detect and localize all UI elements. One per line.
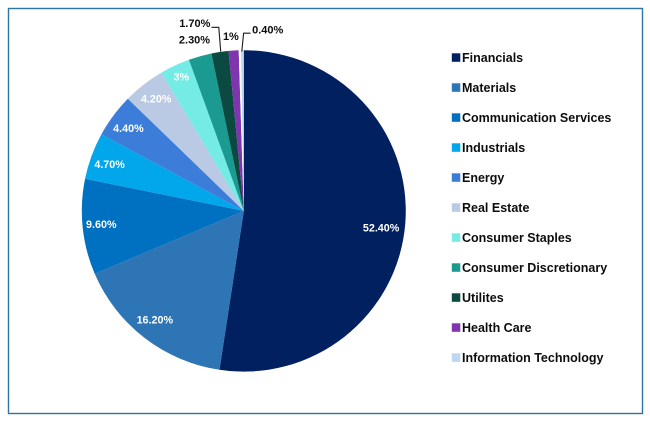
svg-text:0.40%: 0.40%	[252, 25, 283, 37]
svg-text:1%: 1%	[223, 31, 239, 43]
svg-text:Health Care: Health Care	[462, 321, 532, 335]
svg-text:16.20%: 16.20%	[137, 315, 174, 327]
svg-text:9.60%: 9.60%	[86, 219, 117, 231]
svg-text:Energy: Energy	[462, 171, 504, 185]
svg-text:Industrials: Industrials	[462, 141, 525, 155]
svg-text:Consumer Staples: Consumer Staples	[462, 231, 572, 245]
svg-text:4.70%: 4.70%	[94, 159, 125, 171]
svg-text:Real Estate: Real Estate	[462, 201, 529, 215]
svg-text:Utilites: Utilites	[462, 291, 504, 305]
svg-text:Financials: Financials	[462, 51, 523, 65]
svg-text:52.40%: 52.40%	[363, 223, 400, 235]
svg-text:2.30%: 2.30%	[179, 35, 210, 47]
svg-text:Consumer Discretionary: Consumer Discretionary	[462, 261, 607, 275]
svg-text:3%: 3%	[174, 72, 190, 84]
svg-text:Materials: Materials	[462, 81, 516, 95]
svg-text:Communication Services: Communication Services	[462, 111, 611, 125]
svg-text:Information Technology: Information Technology	[462, 351, 603, 365]
svg-text:4.40%: 4.40%	[113, 123, 144, 135]
svg-text:1.70%: 1.70%	[179, 18, 210, 30]
svg-text:4.20%: 4.20%	[141, 94, 172, 106]
